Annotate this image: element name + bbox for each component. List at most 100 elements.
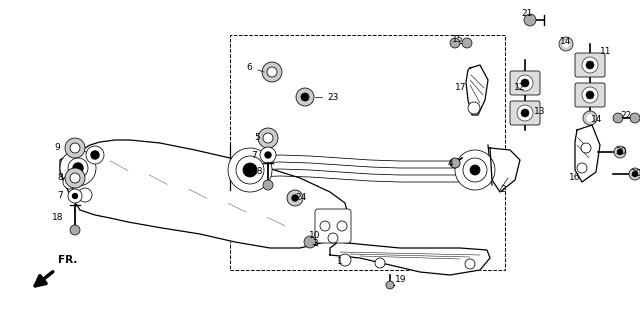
Circle shape [517,75,533,91]
Text: 20: 20 [615,147,627,157]
Circle shape [521,79,529,87]
Circle shape [630,113,640,123]
Circle shape [262,62,282,82]
Text: 21: 21 [522,10,532,18]
Circle shape [583,111,597,125]
Circle shape [587,115,593,121]
Polygon shape [60,140,348,248]
Text: 18: 18 [252,167,263,177]
Text: 18: 18 [51,214,63,223]
Circle shape [91,151,99,159]
Circle shape [629,168,640,180]
Circle shape [301,93,309,101]
FancyBboxPatch shape [575,53,605,77]
Circle shape [73,163,83,173]
Circle shape [450,158,460,168]
Circle shape [455,150,495,190]
Text: 9: 9 [54,144,60,152]
Circle shape [263,180,273,190]
Circle shape [63,175,77,189]
Text: 8: 8 [57,173,63,183]
Circle shape [267,67,277,77]
Circle shape [70,173,80,183]
Text: 14: 14 [560,37,572,47]
Text: 19: 19 [395,275,406,284]
Circle shape [582,57,598,73]
FancyBboxPatch shape [510,101,540,125]
Circle shape [60,150,96,186]
Circle shape [70,225,80,235]
Text: 5: 5 [254,133,260,141]
FancyBboxPatch shape [315,209,351,243]
Text: 7: 7 [252,151,257,159]
Text: FR.: FR. [58,255,77,265]
Circle shape [613,113,623,123]
Text: 1: 1 [337,257,343,267]
Circle shape [563,41,569,47]
Circle shape [375,258,385,268]
Circle shape [577,163,587,173]
Circle shape [632,171,637,177]
Text: 20: 20 [630,170,640,178]
Circle shape [581,143,591,153]
Circle shape [236,156,264,184]
Polygon shape [330,242,490,275]
FancyBboxPatch shape [575,83,605,107]
Text: 3: 3 [312,238,318,248]
Text: 14: 14 [591,115,602,125]
Circle shape [470,165,480,175]
Circle shape [65,168,85,188]
Circle shape [328,233,338,243]
Circle shape [292,195,298,201]
Circle shape [260,147,276,163]
Circle shape [386,281,394,289]
Circle shape [320,221,330,231]
Circle shape [86,146,104,164]
Circle shape [287,190,303,206]
Polygon shape [466,65,488,115]
Circle shape [263,133,273,143]
Text: 17: 17 [454,83,466,93]
Circle shape [339,254,351,266]
Circle shape [72,193,77,198]
Circle shape [228,148,272,192]
Circle shape [265,152,271,158]
Circle shape [65,138,85,158]
Circle shape [468,102,480,114]
Text: 4: 4 [447,158,453,167]
Text: 10: 10 [308,231,320,241]
Circle shape [582,87,598,103]
Circle shape [614,146,626,158]
Text: 24: 24 [295,193,307,203]
Polygon shape [490,148,520,192]
Circle shape [68,158,88,178]
Bar [230,35,505,270]
Circle shape [450,38,460,48]
Circle shape [586,91,594,99]
Text: 6: 6 [246,63,252,73]
Circle shape [304,236,316,248]
Text: 13: 13 [534,107,546,117]
Circle shape [465,259,475,269]
Circle shape [462,38,472,48]
Circle shape [463,158,487,182]
Text: 16: 16 [569,173,580,183]
Circle shape [337,221,347,231]
Circle shape [559,37,573,51]
Circle shape [586,61,594,69]
Text: 22: 22 [620,111,631,120]
Circle shape [68,189,82,203]
Circle shape [521,109,529,117]
Polygon shape [575,125,600,182]
Text: 2: 2 [500,185,506,195]
Circle shape [517,105,533,121]
Text: 23: 23 [327,93,339,101]
Text: 11: 11 [600,48,611,56]
Circle shape [296,88,314,106]
Circle shape [524,14,536,26]
Circle shape [243,163,257,177]
Circle shape [618,150,623,154]
FancyBboxPatch shape [510,71,540,95]
Circle shape [78,188,92,202]
Text: 12: 12 [515,83,525,93]
